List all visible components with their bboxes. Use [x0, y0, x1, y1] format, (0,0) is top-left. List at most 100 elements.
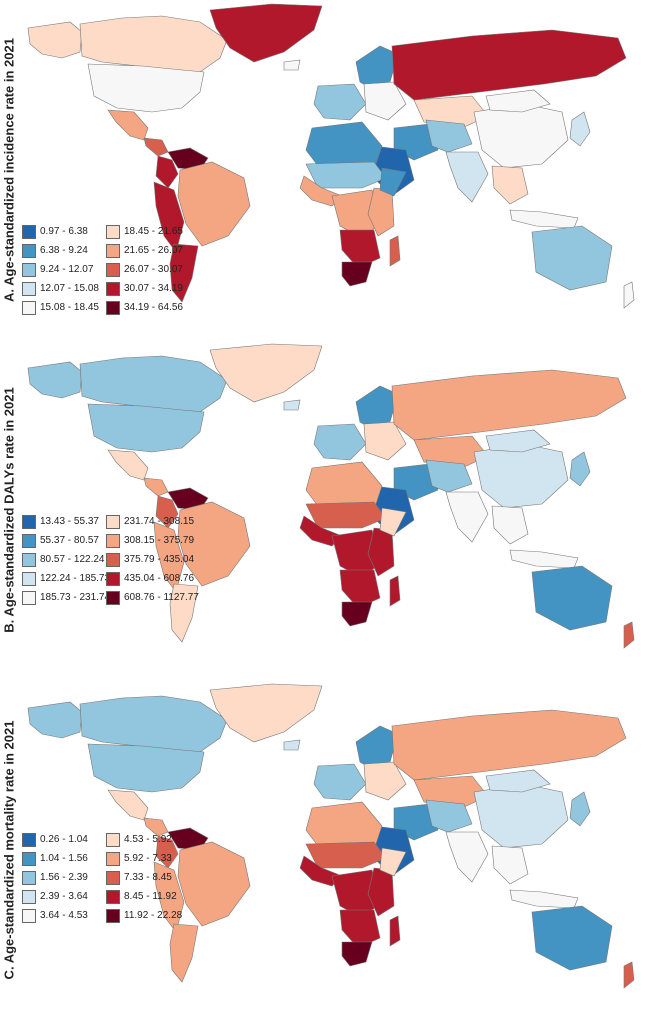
legend-swatch: [106, 832, 120, 847]
region-eastern-europe: [363, 761, 407, 801]
legend-item: 15.08 - 18.45: [22, 298, 99, 317]
legend-label: 9.24 - 12.07: [40, 264, 94, 275]
legend-swatch: [22, 552, 36, 567]
legend-swatch: [22, 514, 36, 529]
legend-swatch: [22, 533, 36, 548]
legend-swatch: [22, 889, 36, 904]
region-kazakhstan: [413, 95, 489, 129]
region-usa: [87, 63, 205, 113]
region-australia: [531, 905, 613, 971]
legend-label: 34.19 - 64.56: [124, 302, 183, 313]
region-south-africa: [341, 261, 373, 287]
legend-item: 2.39 - 3.64: [22, 887, 88, 906]
panel-title: C. Age-standardized mortality rate in 20…: [0, 700, 18, 1000]
legend-label: 2.39 - 3.64: [40, 891, 88, 902]
panel-mortality: C. Age-standardized mortality rate in 20…: [0, 680, 656, 1000]
region-sahel: [305, 161, 387, 189]
region-india: [445, 491, 489, 543]
legend-swatch: [22, 300, 36, 315]
legend-column: 13.43 - 55.37 55.37 - 80.57 80.57 - 122.24…: [22, 512, 110, 607]
region-china: [473, 443, 569, 509]
legend-item: 9.24 - 12.07: [22, 260, 99, 279]
legend-swatch: [106, 908, 120, 923]
legend-swatch: [106, 571, 120, 586]
region-new-zealand: [623, 281, 635, 309]
region-alaska: [27, 701, 83, 739]
legend-label: 3.64 - 4.53: [40, 910, 88, 921]
legend-item: 608.76 - 1127.77: [106, 588, 199, 607]
legend-item: 308.15 - 375.79: [106, 531, 199, 550]
legend-swatch: [106, 889, 120, 904]
legend-item: 6.38 - 9.24: [22, 241, 99, 260]
legend-item: 34.19 - 64.56: [106, 298, 183, 317]
region-eastern-europe: [363, 421, 407, 461]
region-new-zealand: [623, 621, 635, 649]
region-argentina: [169, 243, 199, 303]
legend-label: 7.33 - 8.45: [124, 872, 172, 883]
region-greenland: [209, 683, 323, 743]
legend-label: 80.57 - 122.24: [40, 554, 105, 565]
legend-swatch: [106, 243, 120, 258]
region-colombia: [155, 495, 179, 529]
legend-item: 55.37 - 80.57: [22, 531, 110, 550]
legend-label: 185.73 - 231.74: [40, 592, 111, 603]
region-north-africa: [305, 121, 383, 167]
region-central-america: [143, 817, 169, 837]
legend-column: 4.53 - 5.92 5.92 - 7.33 7.33 - 8.45 8.45 - …: [106, 830, 182, 925]
region-brazil: [177, 161, 251, 247]
legend-swatch: [22, 243, 36, 258]
legend-item: 12.07 - 15.08: [22, 279, 99, 298]
legend-label: 4.53 - 5.92: [124, 834, 172, 845]
region-usa: [87, 743, 205, 793]
region-sahel: [305, 841, 387, 869]
legend-item: 21.65 - 26.07: [106, 241, 183, 260]
legend-item: 0.26 - 1.04: [22, 830, 88, 849]
legend-swatch: [106, 590, 120, 605]
legend-item: 375.79 - 435.04: [106, 550, 199, 569]
region-western-europe: [313, 423, 367, 461]
region-russia: [391, 709, 627, 781]
region-indonesia: [509, 209, 579, 229]
region-iceland: [283, 399, 301, 411]
region-brazil: [177, 501, 251, 587]
legend: 13.43 - 55.37 55.37 - 80.57 80.57 - 122.24…: [22, 512, 212, 612]
region-australia: [531, 565, 613, 631]
legend-label: 375.79 - 435.04: [124, 554, 195, 565]
legend-label: 18.45 - 21.65: [124, 226, 183, 237]
legend-item: 4.53 - 5.92: [106, 830, 182, 849]
region-south-africa: [341, 601, 373, 627]
panel-title: A. Age-standardized incidence rate in 20…: [0, 20, 18, 320]
panel-title: B. Age-standardized DALYs rate in 2021: [0, 360, 18, 660]
legend-swatch: [22, 851, 36, 866]
legend-swatch: [106, 514, 120, 529]
region-argentina: [169, 923, 199, 983]
region-eastern-europe: [363, 81, 407, 121]
region-southeast-asia: [491, 845, 529, 885]
world-map: [27, 343, 635, 649]
world-map: [27, 683, 635, 989]
panel-incidence: A. Age-standardized incidence rate in 20…: [0, 0, 656, 320]
region-kazakhstan: [413, 435, 489, 469]
region-new-zealand: [623, 961, 635, 989]
legend-swatch: [106, 533, 120, 548]
legend-label: 435.04 - 608.76: [124, 573, 195, 584]
legend-column: 0.26 - 1.04 1.04 - 1.56 1.56 - 2.39 2.39 - …: [22, 830, 88, 925]
legend-label: 5.92 - 7.33: [124, 853, 172, 864]
region-central-asia: [425, 119, 473, 153]
region-west-africa: [299, 515, 343, 547]
region-russia: [391, 29, 627, 101]
region-mongolia: [485, 769, 551, 793]
region-colombia: [155, 155, 179, 189]
region-horn-africa: [379, 167, 407, 197]
region-greenland: [209, 343, 323, 403]
region-australia: [531, 225, 613, 291]
legend-label: 0.26 - 1.04: [40, 834, 88, 845]
legend-column: 18.45 - 21.65 21.65 - 26.07 26.07 - 30.07 3…: [106, 222, 183, 317]
region-western-europe: [313, 83, 367, 121]
region-alaska: [27, 361, 83, 399]
legend-swatch: [106, 300, 120, 315]
region-central-asia: [425, 459, 473, 493]
legend-item: 185.73 - 231.74: [22, 588, 110, 607]
legend-item: 122.24 - 185.73: [22, 569, 110, 588]
legend-label: 122.24 - 185.73: [40, 573, 111, 584]
